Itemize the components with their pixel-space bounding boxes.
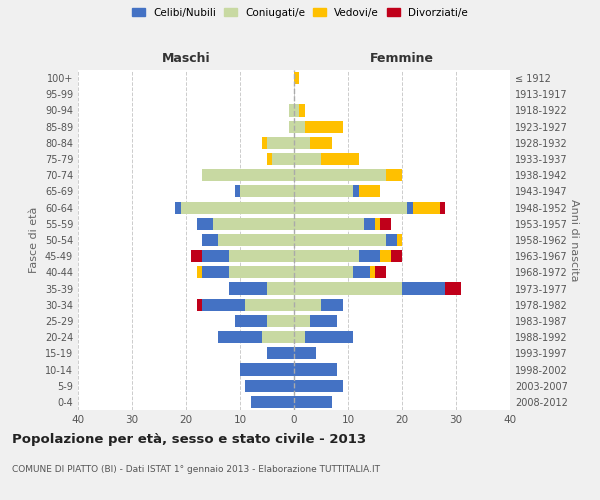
Bar bbox=[294, 186, 353, 198]
Text: COMUNE DI PIATTO (BI) - Dati ISTAT 1° gennaio 2013 - Elaborazione TUTTITALIA.IT: COMUNE DI PIATTO (BI) - Dati ISTAT 1° ge… bbox=[12, 466, 380, 474]
Y-axis label: Anni di nascita: Anni di nascita bbox=[569, 198, 579, 281]
Bar bbox=[202, 266, 229, 278]
Bar bbox=[391, 250, 402, 262]
Bar bbox=[197, 266, 202, 278]
Bar bbox=[175, 202, 181, 213]
Bar bbox=[294, 380, 343, 392]
Bar bbox=[310, 315, 337, 327]
Bar bbox=[267, 315, 294, 327]
Bar bbox=[229, 250, 294, 262]
Bar bbox=[229, 266, 294, 278]
Bar bbox=[294, 298, 321, 311]
Bar bbox=[359, 186, 380, 198]
Bar bbox=[305, 331, 353, 343]
Bar bbox=[440, 202, 445, 213]
Bar bbox=[380, 250, 391, 262]
Bar bbox=[413, 202, 440, 213]
Bar bbox=[294, 202, 407, 213]
Bar bbox=[299, 104, 305, 117]
Bar bbox=[359, 250, 380, 262]
Bar bbox=[262, 137, 267, 149]
Bar bbox=[197, 218, 213, 230]
Bar bbox=[202, 234, 218, 246]
Bar bbox=[235, 186, 240, 198]
Bar bbox=[397, 234, 402, 246]
Bar bbox=[181, 202, 294, 213]
Bar bbox=[294, 348, 316, 360]
Bar bbox=[353, 266, 370, 278]
Bar bbox=[202, 169, 294, 181]
Bar bbox=[235, 315, 267, 327]
Bar bbox=[267, 153, 272, 165]
Bar bbox=[294, 331, 305, 343]
Bar bbox=[294, 137, 310, 149]
Bar bbox=[407, 202, 413, 213]
Bar bbox=[294, 218, 364, 230]
Bar bbox=[294, 104, 299, 117]
Bar bbox=[294, 364, 337, 376]
Bar bbox=[202, 298, 245, 311]
Bar bbox=[202, 250, 229, 262]
Bar bbox=[262, 331, 294, 343]
Bar bbox=[402, 282, 445, 294]
Bar bbox=[386, 169, 402, 181]
Bar bbox=[445, 282, 461, 294]
Bar bbox=[321, 298, 343, 311]
Bar bbox=[213, 218, 294, 230]
Bar bbox=[229, 282, 267, 294]
Bar bbox=[386, 234, 397, 246]
Bar bbox=[294, 169, 386, 181]
Bar bbox=[375, 218, 380, 230]
Y-axis label: Fasce di età: Fasce di età bbox=[29, 207, 39, 273]
Bar bbox=[267, 137, 294, 149]
Text: Maschi: Maschi bbox=[161, 52, 211, 65]
Bar bbox=[218, 234, 294, 246]
Bar bbox=[267, 348, 294, 360]
Bar bbox=[240, 364, 294, 376]
Bar bbox=[191, 250, 202, 262]
Bar bbox=[294, 234, 386, 246]
Text: Popolazione per età, sesso e stato civile - 2013: Popolazione per età, sesso e stato civil… bbox=[12, 432, 366, 446]
Bar bbox=[321, 153, 359, 165]
Bar bbox=[272, 153, 294, 165]
Bar bbox=[294, 153, 321, 165]
Bar bbox=[240, 186, 294, 198]
Bar bbox=[380, 218, 391, 230]
Bar bbox=[294, 282, 402, 294]
Bar bbox=[251, 396, 294, 408]
Bar bbox=[294, 266, 353, 278]
Bar bbox=[294, 315, 310, 327]
Bar bbox=[294, 120, 305, 132]
Text: Femmine: Femmine bbox=[370, 52, 434, 65]
Bar bbox=[245, 380, 294, 392]
Bar bbox=[197, 298, 202, 311]
Bar bbox=[294, 250, 359, 262]
Bar bbox=[294, 72, 299, 84]
Bar bbox=[310, 137, 332, 149]
Legend: Celibi/Nubili, Coniugati/e, Vedovi/e, Divorziati/e: Celibi/Nubili, Coniugati/e, Vedovi/e, Di… bbox=[132, 8, 468, 18]
Bar bbox=[375, 266, 386, 278]
Bar bbox=[364, 218, 375, 230]
Bar bbox=[353, 186, 359, 198]
Bar bbox=[370, 266, 375, 278]
Bar bbox=[294, 396, 332, 408]
Bar bbox=[305, 120, 343, 132]
Bar bbox=[245, 298, 294, 311]
Bar bbox=[289, 120, 294, 132]
Bar bbox=[289, 104, 294, 117]
Bar bbox=[218, 331, 262, 343]
Bar bbox=[267, 282, 294, 294]
